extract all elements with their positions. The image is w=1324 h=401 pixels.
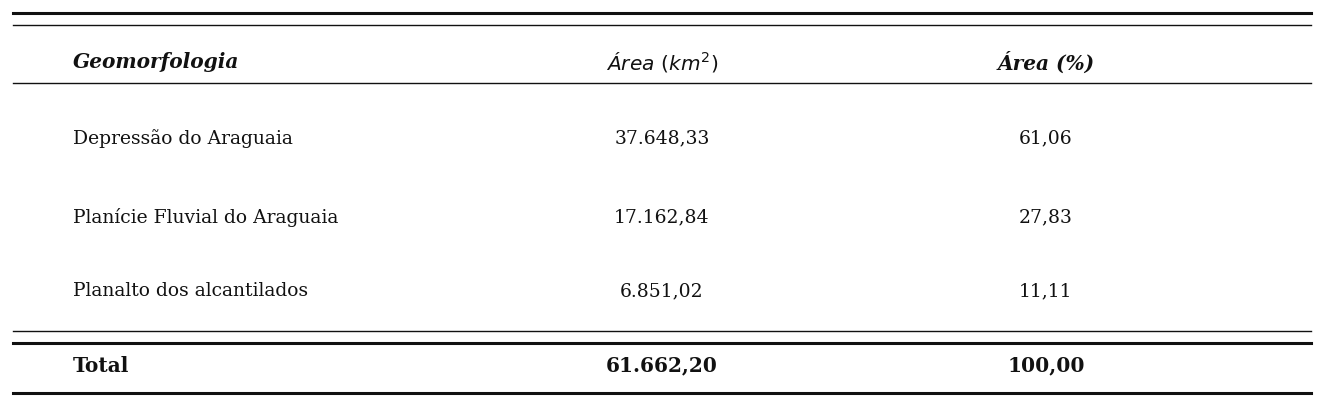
Text: Área (%): Área (%) [997, 51, 1095, 73]
Text: 17.162,84: 17.162,84 [614, 208, 710, 225]
Text: Planície Fluvial do Araguaia: Planície Fluvial do Araguaia [73, 207, 338, 226]
Text: Total: Total [73, 355, 130, 375]
Text: Depressão do Araguaia: Depressão do Araguaia [73, 129, 293, 148]
Text: Planalto dos alcantilados: Planalto dos alcantilados [73, 282, 308, 300]
Text: Geomorfologia: Geomorfologia [73, 52, 240, 72]
Text: 6.851,02: 6.851,02 [620, 282, 704, 300]
Text: 61,06: 61,06 [1019, 130, 1072, 147]
Text: $\it{Área}$ $\it{(km^2)}$: $\it{Área}$ $\it{(km^2)}$ [606, 50, 718, 74]
Text: 27,83: 27,83 [1019, 208, 1072, 225]
Text: 11,11: 11,11 [1019, 282, 1072, 300]
Text: 61.662,20: 61.662,20 [606, 355, 718, 375]
Text: 37.648,33: 37.648,33 [614, 130, 710, 147]
Text: 100,00: 100,00 [1008, 355, 1084, 375]
